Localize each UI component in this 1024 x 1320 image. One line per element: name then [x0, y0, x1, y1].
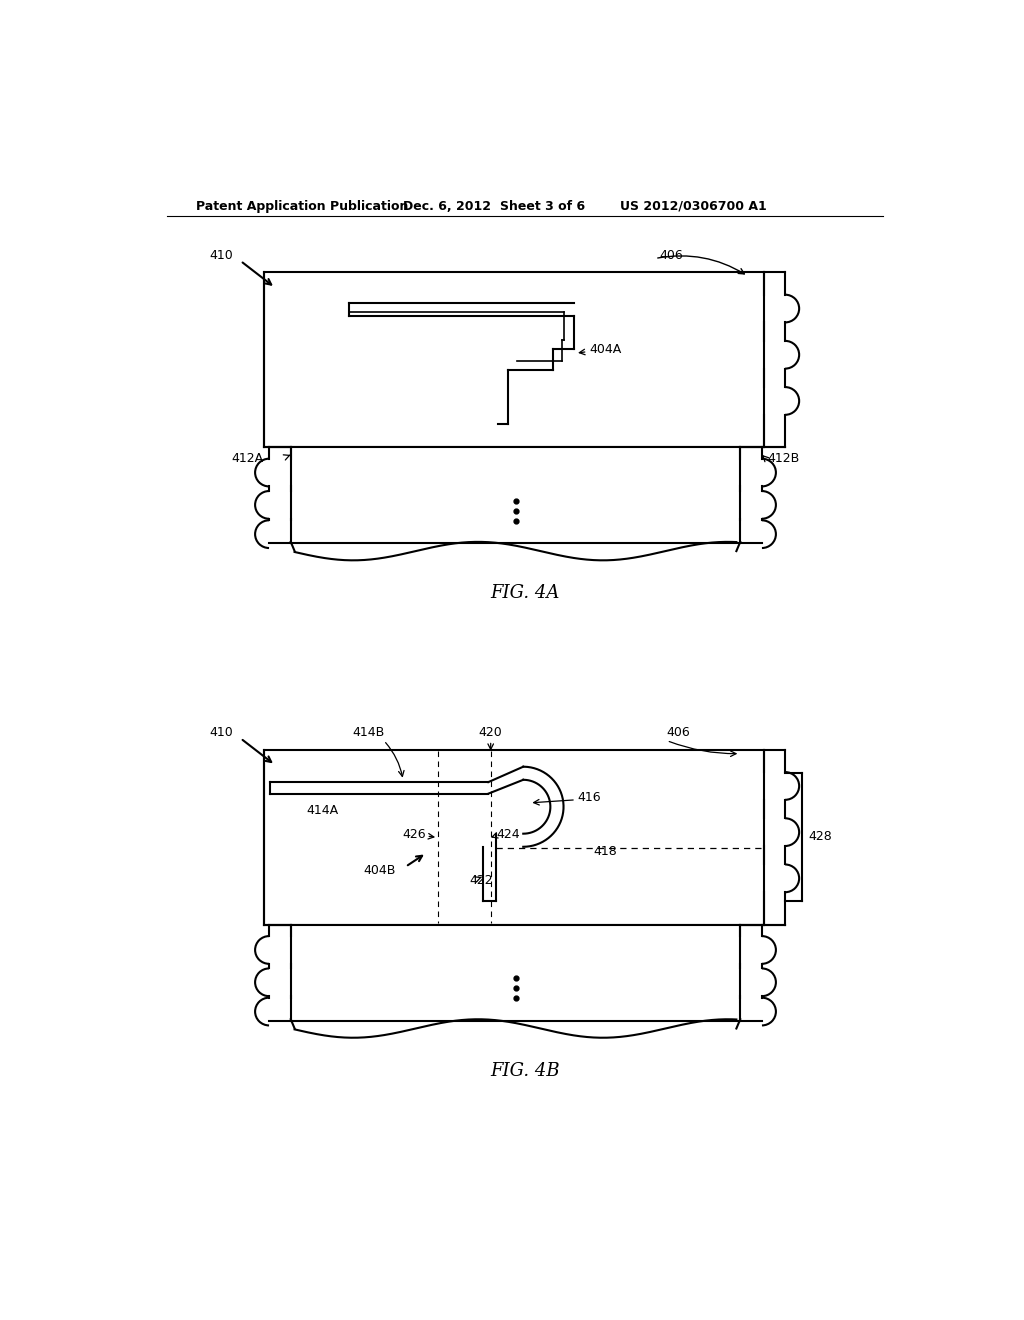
- Bar: [291, 447, 740, 544]
- Text: 416: 416: [578, 791, 601, 804]
- Text: 422: 422: [469, 874, 493, 887]
- Bar: [740, 447, 762, 544]
- Text: 414B: 414B: [352, 726, 384, 739]
- Bar: [263, 272, 764, 447]
- Bar: [740, 924, 762, 1020]
- Text: 426: 426: [402, 828, 426, 841]
- Text: 428: 428: [809, 830, 833, 843]
- Text: 406: 406: [658, 249, 683, 261]
- Text: FIG. 4B: FIG. 4B: [490, 1061, 559, 1080]
- Text: 414A: 414A: [306, 804, 338, 817]
- Text: Dec. 6, 2012: Dec. 6, 2012: [403, 199, 492, 213]
- Bar: [263, 750, 764, 924]
- Text: US 2012/0306700 A1: US 2012/0306700 A1: [621, 199, 767, 213]
- Text: Sheet 3 of 6: Sheet 3 of 6: [500, 199, 585, 213]
- Text: 404A: 404A: [589, 343, 622, 356]
- Text: 406: 406: [667, 726, 690, 739]
- Text: 424: 424: [496, 828, 520, 841]
- Text: 412B: 412B: [767, 453, 800, 465]
- Text: 418: 418: [593, 845, 616, 858]
- Text: 410: 410: [209, 249, 232, 261]
- Text: 420: 420: [479, 726, 503, 739]
- Bar: [291, 924, 740, 1020]
- Bar: [764, 750, 785, 924]
- Text: 412A: 412A: [231, 453, 263, 465]
- Text: FIG. 4A: FIG. 4A: [490, 585, 559, 602]
- Text: Patent Application Publication: Patent Application Publication: [197, 199, 409, 213]
- Text: 410: 410: [209, 726, 232, 739]
- Bar: [764, 272, 785, 447]
- Text: 404B: 404B: [362, 865, 395, 878]
- Bar: [269, 924, 291, 1020]
- Bar: [269, 447, 291, 544]
